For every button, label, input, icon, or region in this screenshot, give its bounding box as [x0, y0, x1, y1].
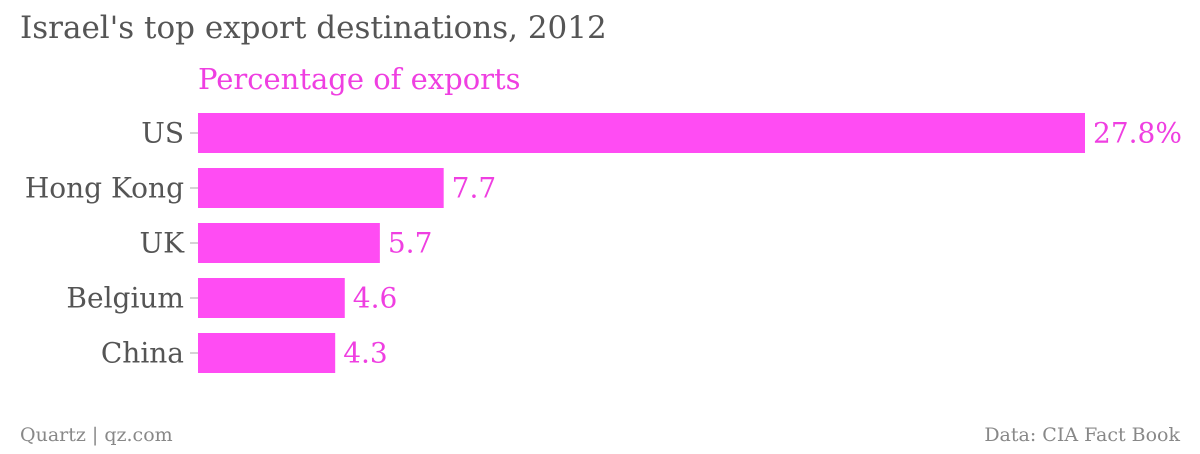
value-label: 7.7: [452, 172, 497, 205]
category-label: UK: [139, 227, 185, 260]
bar: [198, 333, 336, 373]
category-label: US: [141, 117, 184, 150]
bar: [198, 113, 1085, 153]
value-label: 27.8%: [1093, 117, 1182, 150]
series-legend-label: Percentage of exports: [198, 62, 521, 96]
value-label: 5.7: [388, 227, 433, 260]
chart-title: Israel's top export destinations, 2012: [20, 10, 607, 46]
value-label: 4.6: [353, 282, 398, 315]
source-text: Data: CIA Fact Book: [984, 424, 1180, 446]
bar: [198, 168, 444, 208]
category-label: Hong Kong: [25, 172, 184, 205]
value-label: 4.3: [343, 337, 388, 370]
credit-text: Quartz | qz.com: [20, 424, 173, 446]
category-label: Belgium: [66, 282, 184, 315]
category-label: China: [101, 337, 184, 370]
bar: [198, 223, 380, 263]
bar: [198, 278, 345, 318]
